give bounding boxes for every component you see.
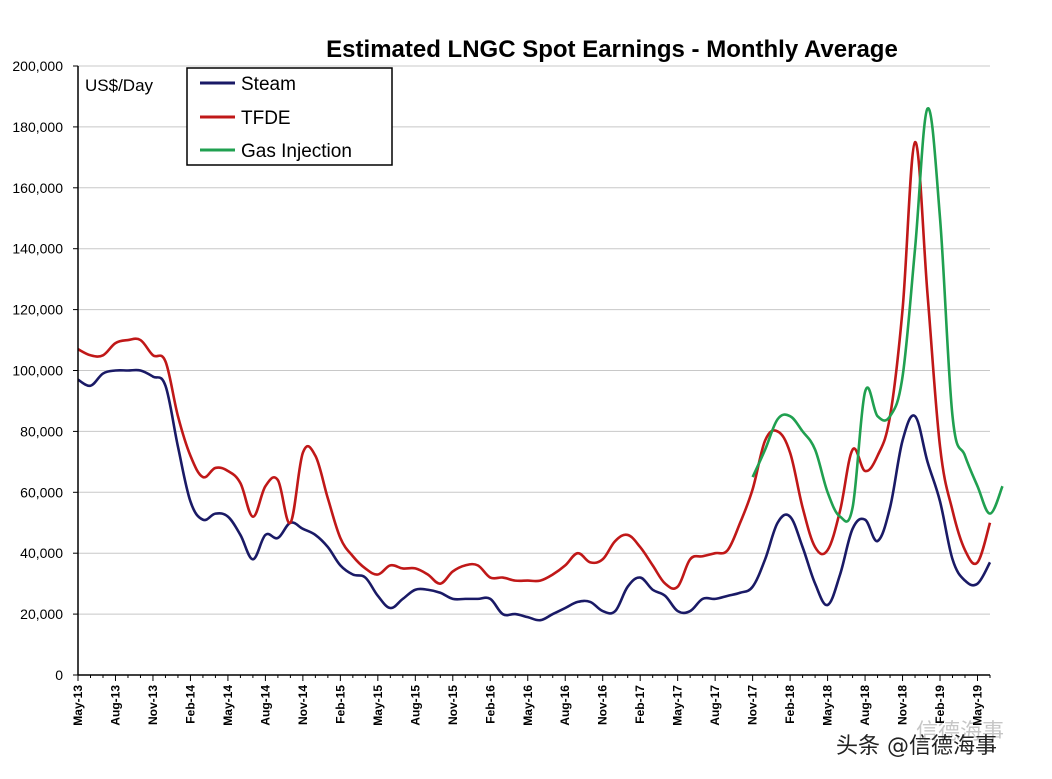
x-tick-label: Feb-16	[483, 685, 497, 724]
x-tick-label: May-15	[371, 685, 385, 726]
x-tick-label: Aug-16	[558, 685, 572, 726]
legend: Steam TFDE Gas Injection	[186, 67, 393, 166]
series-line-steam	[77, 368, 992, 622]
y-tick-label: 60,000	[20, 484, 63, 500]
x-tick-label: Aug-13	[108, 685, 122, 726]
x-tick-label: Nov-15	[446, 685, 460, 725]
x-tick-label: Aug-15	[408, 685, 422, 726]
x-tick-label: Aug-17	[708, 685, 722, 726]
x-tick-label: Feb-19	[933, 685, 947, 724]
x-axis-ticks: May-13 Aug-13 Nov-13 Feb-14 May-14 Aug-14 Nov-…	[71, 675, 991, 726]
x-tick-label: Aug-18	[858, 685, 872, 726]
x-tick-label: May-13	[71, 685, 85, 726]
y-tick-label: 200,000	[12, 58, 63, 74]
y-tick-label: 160,000	[12, 180, 63, 196]
series-line-gas-injection	[751, 107, 1004, 523]
y-tick-label: 180,000	[12, 119, 63, 135]
x-tick-label: Feb-15	[333, 685, 347, 724]
x-tick-label: May-17	[671, 685, 685, 726]
legend-label-steam: Steam	[241, 74, 296, 95]
x-tick-label: May-19	[971, 685, 985, 726]
x-tick-label: Feb-14	[183, 685, 197, 724]
x-tick-label: Nov-13	[146, 685, 160, 725]
x-tick-label: Nov-14	[296, 685, 310, 725]
y-tick-label: 140,000	[12, 241, 63, 257]
watermark: 信德海事 头条 @信德海事	[836, 720, 1004, 759]
x-tick-label: Feb-18	[783, 685, 797, 724]
x-tick-label: Aug-14	[258, 685, 272, 726]
x-tick-label: Nov-17	[746, 685, 760, 725]
y-tick-label: 40,000	[20, 545, 63, 561]
watermark-text: 头条 @信德海事	[836, 734, 997, 759]
series-lines	[77, 107, 1004, 622]
legend-label-gas-injection: Gas Injection	[241, 141, 352, 162]
y-tick-label: 0	[55, 667, 63, 683]
x-tick-label: Feb-17	[633, 685, 647, 724]
y-tick-label: 80,000	[20, 423, 63, 439]
y-tick-label: 20,000	[20, 606, 63, 622]
y-tick-label: 100,000	[12, 363, 63, 379]
x-tick-label: Nov-16	[596, 685, 610, 725]
chart-title: Estimated LNGC Spot Earnings - Monthly A…	[326, 36, 898, 63]
x-tick-label: May-14	[221, 685, 235, 726]
watermark-faint-text: 信德海事	[916, 720, 1004, 745]
x-tick-label: May-16	[521, 685, 535, 726]
x-tick-label: Nov-18	[896, 685, 910, 725]
y-axis-ticks: 0 20,000 40,000 60,000 80,000 100,000 120,000 1…	[12, 58, 78, 683]
series-line-tfde	[77, 140, 992, 590]
y-tick-label: 120,000	[12, 302, 63, 318]
y-unit-label: US$/Day	[85, 76, 154, 95]
x-tick-label: May-18	[821, 685, 835, 726]
legend-label-tfde: TFDE	[241, 108, 291, 129]
axes	[77, 66, 990, 676]
gridlines	[78, 65, 990, 615]
